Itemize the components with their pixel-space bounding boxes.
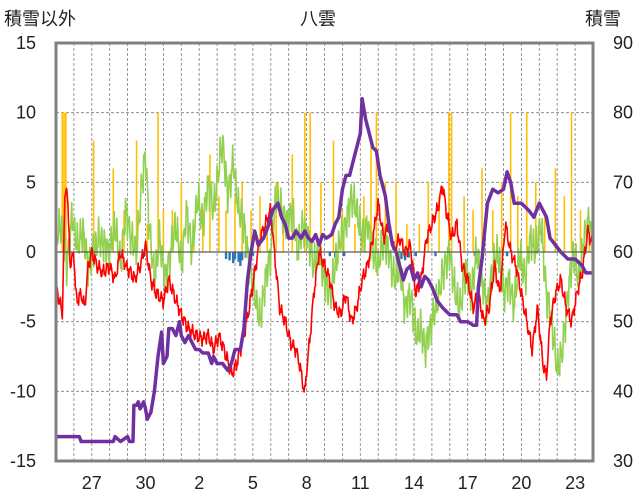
negative-bar bbox=[328, 252, 332, 257]
precip-bar bbox=[543, 210, 546, 252]
y-left-tick-label: -5 bbox=[20, 312, 36, 332]
plot-frame bbox=[54, 41, 595, 463]
precip-bar bbox=[517, 196, 519, 252]
precip-bar bbox=[234, 196, 236, 252]
precip-bar bbox=[448, 112, 450, 253]
snow-depth-line bbox=[56, 96, 593, 444]
precip-bar bbox=[438, 196, 440, 252]
y-right-tick-label: 50 bbox=[613, 312, 633, 332]
precip-bar bbox=[332, 140, 335, 252]
x-tick-label: 30 bbox=[135, 473, 155, 493]
negative-bar bbox=[239, 252, 242, 266]
precip-bar bbox=[427, 182, 430, 252]
precip-bar bbox=[354, 224, 356, 252]
precip-bar bbox=[570, 112, 573, 253]
precip-bar bbox=[563, 196, 566, 252]
precip-bar bbox=[225, 210, 227, 252]
negative-bar bbox=[237, 252, 240, 262]
x-tick-label: 27 bbox=[82, 473, 102, 493]
negative-bar bbox=[505, 252, 509, 257]
negative-bar bbox=[240, 252, 244, 261]
x-tick-label: 23 bbox=[565, 473, 585, 493]
x-tick-label: 17 bbox=[458, 473, 478, 493]
precip-bar bbox=[320, 182, 322, 252]
left-axis-label: 積雪以外 bbox=[4, 9, 76, 30]
precip-bar bbox=[92, 140, 95, 252]
negative-bar bbox=[434, 252, 437, 257]
chart-title: 八雲 bbox=[300, 9, 336, 30]
precip-bar bbox=[291, 154, 294, 252]
precip-bar bbox=[309, 112, 311, 253]
y-left-tick-label: -15 bbox=[10, 451, 36, 471]
negative-bar bbox=[414, 252, 417, 257]
precip-bar bbox=[146, 224, 149, 252]
precip-bar bbox=[112, 168, 115, 252]
precip-bar bbox=[525, 112, 528, 253]
precip-bar bbox=[375, 112, 378, 253]
x-tick-label: 14 bbox=[404, 473, 424, 493]
precip-bar bbox=[579, 210, 582, 252]
precip-bar bbox=[250, 210, 252, 252]
precip-bar bbox=[135, 140, 138, 252]
precip-bar bbox=[395, 182, 397, 252]
negative-bar bbox=[407, 252, 410, 258]
x-tick-label: 2 bbox=[194, 473, 204, 493]
precip-bar bbox=[418, 224, 421, 252]
precip-bar bbox=[481, 168, 483, 252]
negative-bar bbox=[342, 252, 346, 257]
y-left-tick-label: 10 bbox=[16, 103, 36, 123]
y-left-tick-label: -10 bbox=[10, 381, 36, 401]
y-right-tick-label: 80 bbox=[613, 103, 633, 123]
precip-bar bbox=[406, 224, 408, 252]
negative-bar bbox=[233, 252, 237, 259]
precip-bar bbox=[463, 196, 465, 252]
y-right-tick-label: 40 bbox=[613, 381, 633, 401]
series-lines bbox=[55, 96, 594, 444]
precip-bar bbox=[472, 210, 474, 252]
precip-bar bbox=[61, 112, 64, 253]
negative-bar bbox=[232, 252, 235, 264]
precip-bar bbox=[201, 210, 204, 252]
x-tick-label: 5 bbox=[248, 473, 258, 493]
precip-bar bbox=[384, 182, 387, 252]
precip-bar bbox=[370, 140, 372, 252]
y-right-tick-label: 70 bbox=[613, 172, 633, 192]
precip-bar bbox=[180, 182, 183, 252]
precip-bar bbox=[63, 112, 65, 253]
precip-bar bbox=[162, 210, 165, 252]
y-right-tick-label: 30 bbox=[613, 451, 633, 471]
x-tick-label: 20 bbox=[511, 473, 531, 493]
precip-bar bbox=[554, 168, 557, 252]
y-right-tick-label: 90 bbox=[613, 33, 633, 53]
right-axis-label: 積雪 bbox=[585, 9, 621, 30]
y-left-tick-label: 0 bbox=[26, 242, 36, 262]
precip-bar bbox=[275, 182, 277, 252]
negative-bar bbox=[224, 252, 228, 259]
precip-bar bbox=[450, 112, 453, 253]
negative-bar bbox=[400, 252, 403, 259]
precip-bar bbox=[218, 196, 220, 252]
temperature-line bbox=[55, 185, 594, 393]
y-left-tick-label: 5 bbox=[26, 172, 36, 192]
precip-bar bbox=[500, 182, 503, 252]
precip-bar bbox=[491, 210, 494, 252]
x-tick-label: 11 bbox=[351, 473, 370, 493]
y-right-tick-label: 60 bbox=[613, 242, 633, 262]
precip-bar bbox=[65, 112, 67, 253]
precip-bar bbox=[157, 112, 159, 253]
green-series-line bbox=[55, 134, 594, 377]
precip-bar bbox=[304, 112, 306, 253]
precip-bar bbox=[266, 224, 269, 252]
negative-bar bbox=[228, 252, 231, 261]
x-tick-label: 8 bbox=[302, 473, 312, 493]
precip-bar bbox=[259, 196, 261, 252]
y-left-tick-label: 15 bbox=[16, 33, 36, 53]
negative-bar bbox=[251, 252, 255, 257]
